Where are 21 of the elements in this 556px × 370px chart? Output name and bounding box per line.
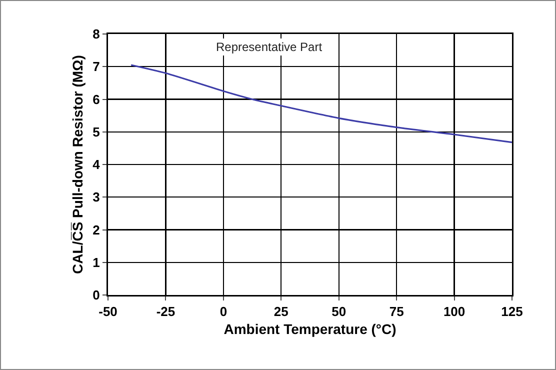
- y-tick-label: 5: [92, 124, 100, 140]
- x-tick-label: 50: [332, 304, 346, 320]
- x-axis-title: Ambient Temperature (°C): [224, 321, 396, 338]
- y-axis-title: CAL/C̅S̅ Pull-down Resistor (MΩ): [70, 55, 86, 274]
- y-tick-label: 8: [92, 26, 100, 42]
- x-tick-label: 75: [389, 304, 404, 320]
- x-tick-label: 125: [501, 304, 523, 320]
- y-tick-label: 7: [92, 59, 100, 74]
- x-tick-label: 100: [443, 304, 466, 320]
- x-tick-label: 0: [220, 304, 228, 320]
- line-series: [130, 64, 512, 144]
- y-tick-label: 6: [92, 92, 100, 107]
- x-tick-label: -50: [98, 304, 118, 320]
- x-tick-label: -25: [156, 304, 176, 320]
- x-tick-label: 25: [274, 304, 288, 320]
- y-tick-label: 4: [92, 157, 101, 172]
- y-tick-label: 0: [92, 288, 100, 303]
- y-tick-label: 3: [92, 190, 100, 205]
- annotation: Representative Part: [216, 40, 323, 54]
- y-tick-label: 1: [92, 254, 100, 270]
- y-tick-label: 2: [92, 222, 100, 238]
